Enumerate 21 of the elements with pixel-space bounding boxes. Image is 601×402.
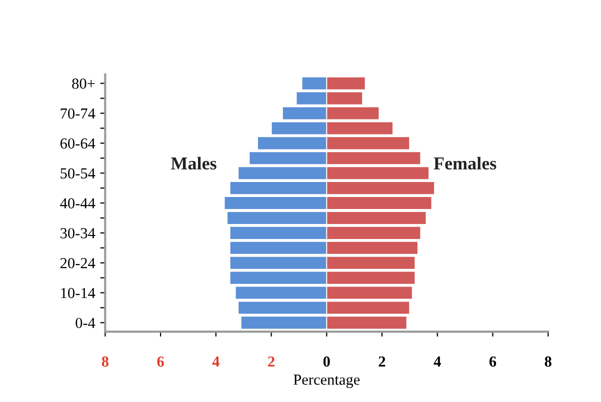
x-tick-label: 6 <box>489 356 496 367</box>
y-tick-label: 30-34 <box>60 228 96 238</box>
y-tick-label: 20-24 <box>60 258 96 268</box>
y-tick-label: 10-14 <box>61 288 96 298</box>
x-tick-label: 2 <box>268 356 274 367</box>
y-tick-label: 50-54 <box>60 168 96 179</box>
y-tick-label: 70-74 <box>60 108 96 119</box>
x-tick-label: 8 <box>544 356 552 367</box>
series-label: Males <box>171 156 216 170</box>
y-tick-label: 80+ <box>72 78 95 89</box>
x-tick-label: 4 <box>212 356 220 367</box>
x-tick-label: 2 <box>378 356 386 367</box>
series-label: Females <box>434 156 496 170</box>
x-axis-title: Percentage <box>294 374 360 388</box>
x-tick-label: 0 <box>323 356 330 367</box>
x-tick-label: 4 <box>434 356 441 367</box>
x-tick-label: 8 <box>102 356 108 367</box>
y-tick-label: 0-4 <box>76 318 96 328</box>
x-tick-label: 6 <box>157 356 164 367</box>
y-tick-label: 40-44 <box>60 198 96 208</box>
y-tick-label: 60-64 <box>60 138 96 149</box>
